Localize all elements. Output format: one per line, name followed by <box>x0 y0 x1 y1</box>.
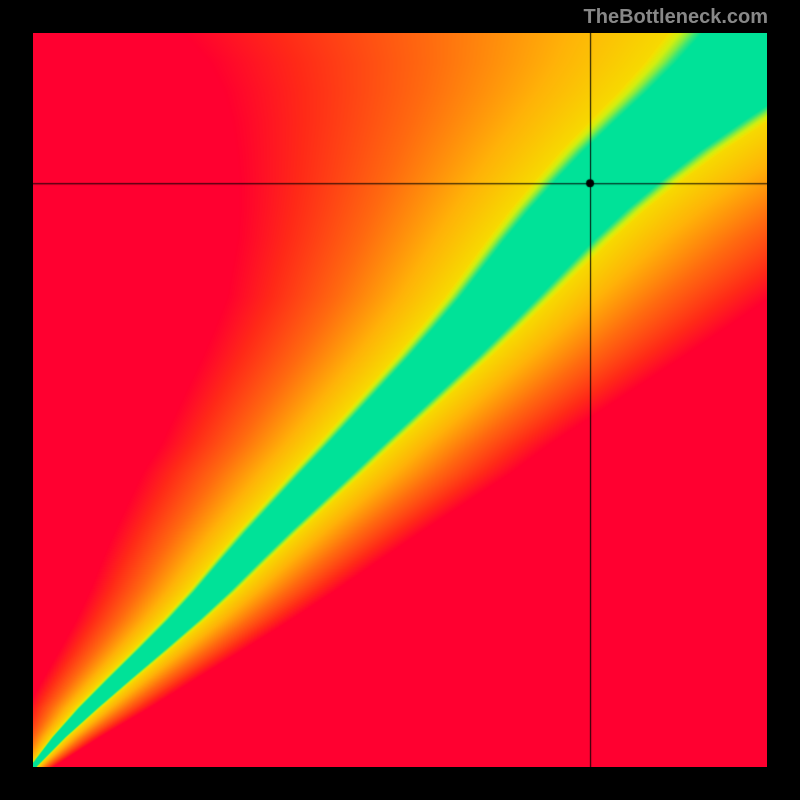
watermark: TheBottleneck.com <box>584 6 768 29</box>
heatmap-canvas <box>33 33 767 767</box>
plot-area <box>33 33 767 767</box>
chart-container: TheBottleneck.com <box>0 0 800 800</box>
